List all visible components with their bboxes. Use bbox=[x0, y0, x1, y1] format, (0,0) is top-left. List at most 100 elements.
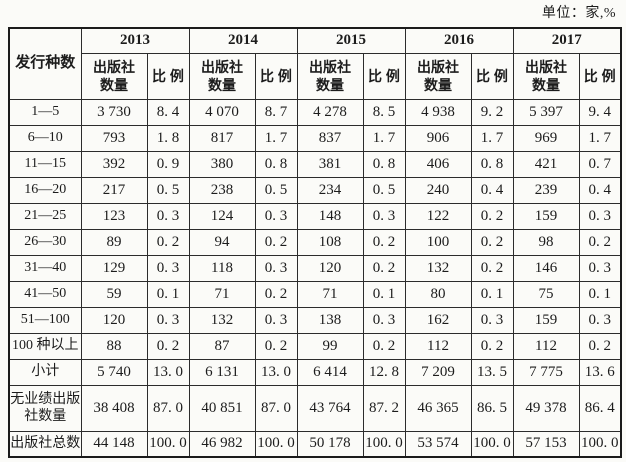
count-header-line1: 出版社 bbox=[93, 58, 135, 75]
count-cell: 159 bbox=[512, 202, 580, 230]
count-cell: 392 bbox=[80, 150, 148, 178]
ratio-cell: 0. 3 bbox=[146, 202, 190, 230]
count-cell: 162 bbox=[404, 306, 472, 334]
count-cell: 421 bbox=[512, 150, 580, 178]
count-cell: 238 bbox=[188, 176, 256, 204]
ratio-cell: 0. 1 bbox=[362, 280, 406, 308]
count-header: 出版社 数量 bbox=[80, 52, 148, 100]
row-label: 6—10 bbox=[8, 124, 82, 152]
ratio-cell: 0. 2 bbox=[470, 228, 514, 256]
count-cell: 59 bbox=[80, 280, 148, 308]
count-cell: 80 bbox=[404, 280, 472, 308]
row-label: 小计 bbox=[8, 358, 82, 386]
year-header-2014: 2014 bbox=[188, 27, 298, 54]
count-cell: 3 730 bbox=[80, 98, 148, 126]
year-header-2016: 2016 bbox=[404, 27, 514, 54]
ratio-header: 比 例 bbox=[362, 52, 406, 100]
count-cell: 129 bbox=[80, 254, 148, 282]
count-cell: 94 bbox=[188, 228, 256, 256]
row-label: 16—20 bbox=[8, 176, 82, 204]
corner-header: 发行种数 bbox=[8, 27, 82, 100]
row-label: 31—40 bbox=[8, 254, 82, 282]
count-header-line1: 出版社 bbox=[201, 58, 243, 75]
count-cell: 7 775 bbox=[512, 358, 580, 386]
count-cell: 123 bbox=[80, 202, 148, 230]
count-cell: 38 408 bbox=[80, 384, 148, 432]
ratio-cell: 0. 2 bbox=[146, 332, 190, 360]
count-cell: 40 851 bbox=[188, 384, 256, 432]
ratio-cell: 86. 4 bbox=[578, 384, 622, 432]
count-cell: 118 bbox=[188, 254, 256, 282]
ratio-cell: 100. 0 bbox=[470, 430, 514, 458]
count-cell: 240 bbox=[404, 176, 472, 204]
ratio-cell: 0. 2 bbox=[254, 228, 298, 256]
ratio-cell: 0. 2 bbox=[470, 202, 514, 230]
count-cell: 122 bbox=[404, 202, 472, 230]
count-cell: 234 bbox=[296, 176, 364, 204]
count-cell: 89 bbox=[80, 228, 148, 256]
table-row: 100 种以上 88 0. 2 87 0. 2 99 0. 2 112 0. 2 112 0. 2 bbox=[8, 332, 622, 360]
row-label: 51—100 bbox=[8, 306, 82, 334]
ratio-cell: 100. 0 bbox=[578, 430, 622, 458]
ratio-cell: 0. 3 bbox=[254, 202, 298, 230]
count-cell: 6 131 bbox=[188, 358, 256, 386]
row-label: 100 种以上 bbox=[8, 332, 82, 360]
ratio-cell: 13. 0 bbox=[254, 358, 298, 386]
ratio-cell: 87. 2 bbox=[362, 384, 406, 432]
count-cell: 132 bbox=[188, 306, 256, 334]
ratio-cell: 0. 2 bbox=[254, 332, 298, 360]
count-header: 出版社 数量 bbox=[296, 52, 364, 100]
ratio-cell: 0. 4 bbox=[578, 176, 622, 204]
ratio-cell: 1. 7 bbox=[254, 124, 298, 152]
ratio-cell: 86. 5 bbox=[470, 384, 514, 432]
count-cell: 124 bbox=[188, 202, 256, 230]
ratio-cell: 0. 2 bbox=[470, 332, 514, 360]
ratio-cell: 100. 0 bbox=[254, 430, 298, 458]
count-header-line2: 数量 bbox=[424, 77, 452, 93]
sub-header-row: 出版社 数量 比 例 出版社 数量 比 例 出版社 数量 比 例 出版社 数量 比 例 … bbox=[9, 52, 622, 100]
publishers-distribution-table: 发行种数 2013 2014 2015 2016 2017 出版社 数量 比 例 … bbox=[8, 27, 622, 458]
ratio-cell: 0. 3 bbox=[470, 306, 514, 334]
count-cell: 71 bbox=[188, 280, 256, 308]
count-cell: 406 bbox=[404, 150, 472, 178]
ratio-cell: 0. 7 bbox=[578, 150, 622, 178]
ratio-cell: 8. 5 bbox=[362, 98, 406, 126]
count-cell: 148 bbox=[296, 202, 364, 230]
ratio-cell: 8. 7 bbox=[254, 98, 298, 126]
table-row: 41—50 59 0. 1 71 0. 2 71 0. 1 80 0. 1 75 0. 1 bbox=[8, 280, 622, 308]
count-cell: 132 bbox=[404, 254, 472, 282]
table-row: 无业绩出版社数量 38 408 87. 0 40 851 87. 0 43 764 87. … bbox=[8, 384, 622, 432]
count-cell: 793 bbox=[80, 124, 148, 152]
count-cell: 98 bbox=[512, 228, 580, 256]
ratio-header: 比 例 bbox=[578, 52, 622, 100]
count-cell: 4 278 bbox=[296, 98, 364, 126]
ratio-cell: 87. 0 bbox=[254, 384, 298, 432]
ratio-cell: 0. 2 bbox=[470, 254, 514, 282]
ratio-cell: 0. 2 bbox=[146, 228, 190, 256]
ratio-cell: 1. 7 bbox=[578, 124, 622, 152]
ratio-cell: 0. 9 bbox=[146, 150, 190, 178]
count-cell: 99 bbox=[296, 332, 364, 360]
ratio-cell: 0. 1 bbox=[578, 280, 622, 308]
count-cell: 112 bbox=[404, 332, 472, 360]
count-cell: 71 bbox=[296, 280, 364, 308]
ratio-cell: 0. 2 bbox=[362, 228, 406, 256]
count-cell: 50 178 bbox=[296, 430, 364, 458]
count-cell: 49 378 bbox=[512, 384, 580, 432]
count-header-line2: 数量 bbox=[316, 77, 344, 93]
row-label: 41—50 bbox=[8, 280, 82, 308]
ratio-header: 比 例 bbox=[146, 52, 190, 100]
count-cell: 5 740 bbox=[80, 358, 148, 386]
ratio-header: 比 例 bbox=[254, 52, 298, 100]
row-label: 无业绩出版社数量 bbox=[8, 384, 82, 432]
ratio-cell: 13. 0 bbox=[146, 358, 190, 386]
year-header-row: 发行种数 2013 2014 2015 2016 2017 bbox=[8, 27, 622, 100]
ratio-header: 比 例 bbox=[470, 52, 514, 100]
count-cell: 138 bbox=[296, 306, 364, 334]
ratio-cell: 0. 8 bbox=[362, 150, 406, 178]
count-cell: 159 bbox=[512, 306, 580, 334]
table-row: 31—40 129 0. 3 118 0. 3 120 0. 2 132 0. 2 146 0. 3 bbox=[8, 254, 622, 282]
ratio-cell: 8. 4 bbox=[146, 98, 190, 126]
